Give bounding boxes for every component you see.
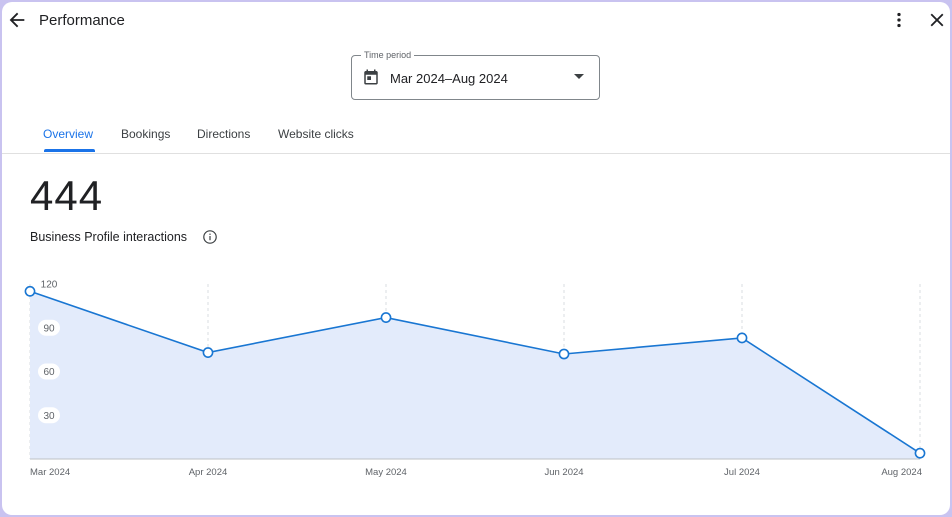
top-app-bar: Performance bbox=[2, 2, 950, 40]
active-tab-indicator bbox=[44, 149, 95, 152]
y-tick-label-120: 120 bbox=[41, 280, 58, 291]
interactions-total: 444 bbox=[30, 172, 104, 219]
x-tick-label-0: Mar 2024 bbox=[30, 467, 70, 478]
y-tick-bg-60 bbox=[38, 363, 60, 380]
tab-overview[interactable]: Overview bbox=[43, 127, 94, 141]
series-line bbox=[29, 290, 921, 454]
time-period-value: Mar 2024–Aug 2024 bbox=[390, 71, 508, 86]
back-button[interactable] bbox=[6, 9, 28, 31]
page-title: Performance bbox=[39, 12, 125, 29]
y-tick-bg-90 bbox=[38, 319, 60, 336]
time-period-select[interactable]: Time period Mar 2024–Aug 2024 bbox=[351, 49, 600, 100]
tab-website-clicks[interactable]: Website clicks bbox=[278, 127, 354, 141]
y-tick-label-30: 30 bbox=[43, 411, 55, 422]
x-tick-label-4: Jul 2024 bbox=[724, 467, 760, 478]
x-tick-label-5: Aug 2024 bbox=[881, 467, 922, 478]
calendar-icon bbox=[364, 69, 378, 85]
info-icon[interactable] bbox=[202, 229, 218, 245]
interactions-chart: 30 60 90 120 Mar 2024 Apr 2024 May 2024 Jun 202… bbox=[24, 276, 926, 478]
tab-divider bbox=[2, 153, 950, 154]
more-vert-icon bbox=[897, 12, 901, 28]
y-tick-label-90: 90 bbox=[43, 323, 55, 334]
x-tick-label-1: Apr 2024 bbox=[189, 467, 228, 478]
data-point-3 bbox=[558, 348, 570, 360]
tab-bookings[interactable]: Bookings bbox=[121, 127, 171, 141]
dropdown-arrow-icon bbox=[574, 74, 584, 79]
time-period-label: Time period bbox=[361, 49, 415, 61]
data-point-0 bbox=[24, 285, 36, 297]
area-fill bbox=[30, 291, 920, 459]
y-tick-bg-120 bbox=[38, 276, 60, 292]
data-point-5 bbox=[914, 447, 926, 459]
tab-bar: Overview Bookings Directions Website cli… bbox=[2, 120, 950, 153]
tab-directions[interactable]: Directions bbox=[197, 127, 251, 141]
interactions-label: Business Profile interactions bbox=[30, 230, 188, 244]
y-tick-label-60: 60 bbox=[43, 367, 55, 378]
data-point-1 bbox=[202, 347, 214, 358]
close-button[interactable] bbox=[926, 9, 948, 31]
arrow-back-icon bbox=[9, 12, 25, 28]
y-tick-bg-30 bbox=[38, 407, 60, 424]
more-options-button[interactable] bbox=[888, 9, 910, 31]
close-icon bbox=[930, 13, 944, 27]
data-point-2 bbox=[380, 312, 392, 323]
x-tick-label-3: Jun 2024 bbox=[544, 467, 583, 478]
x-tick-label-2: May 2024 bbox=[365, 467, 407, 478]
data-point-4 bbox=[736, 332, 748, 344]
